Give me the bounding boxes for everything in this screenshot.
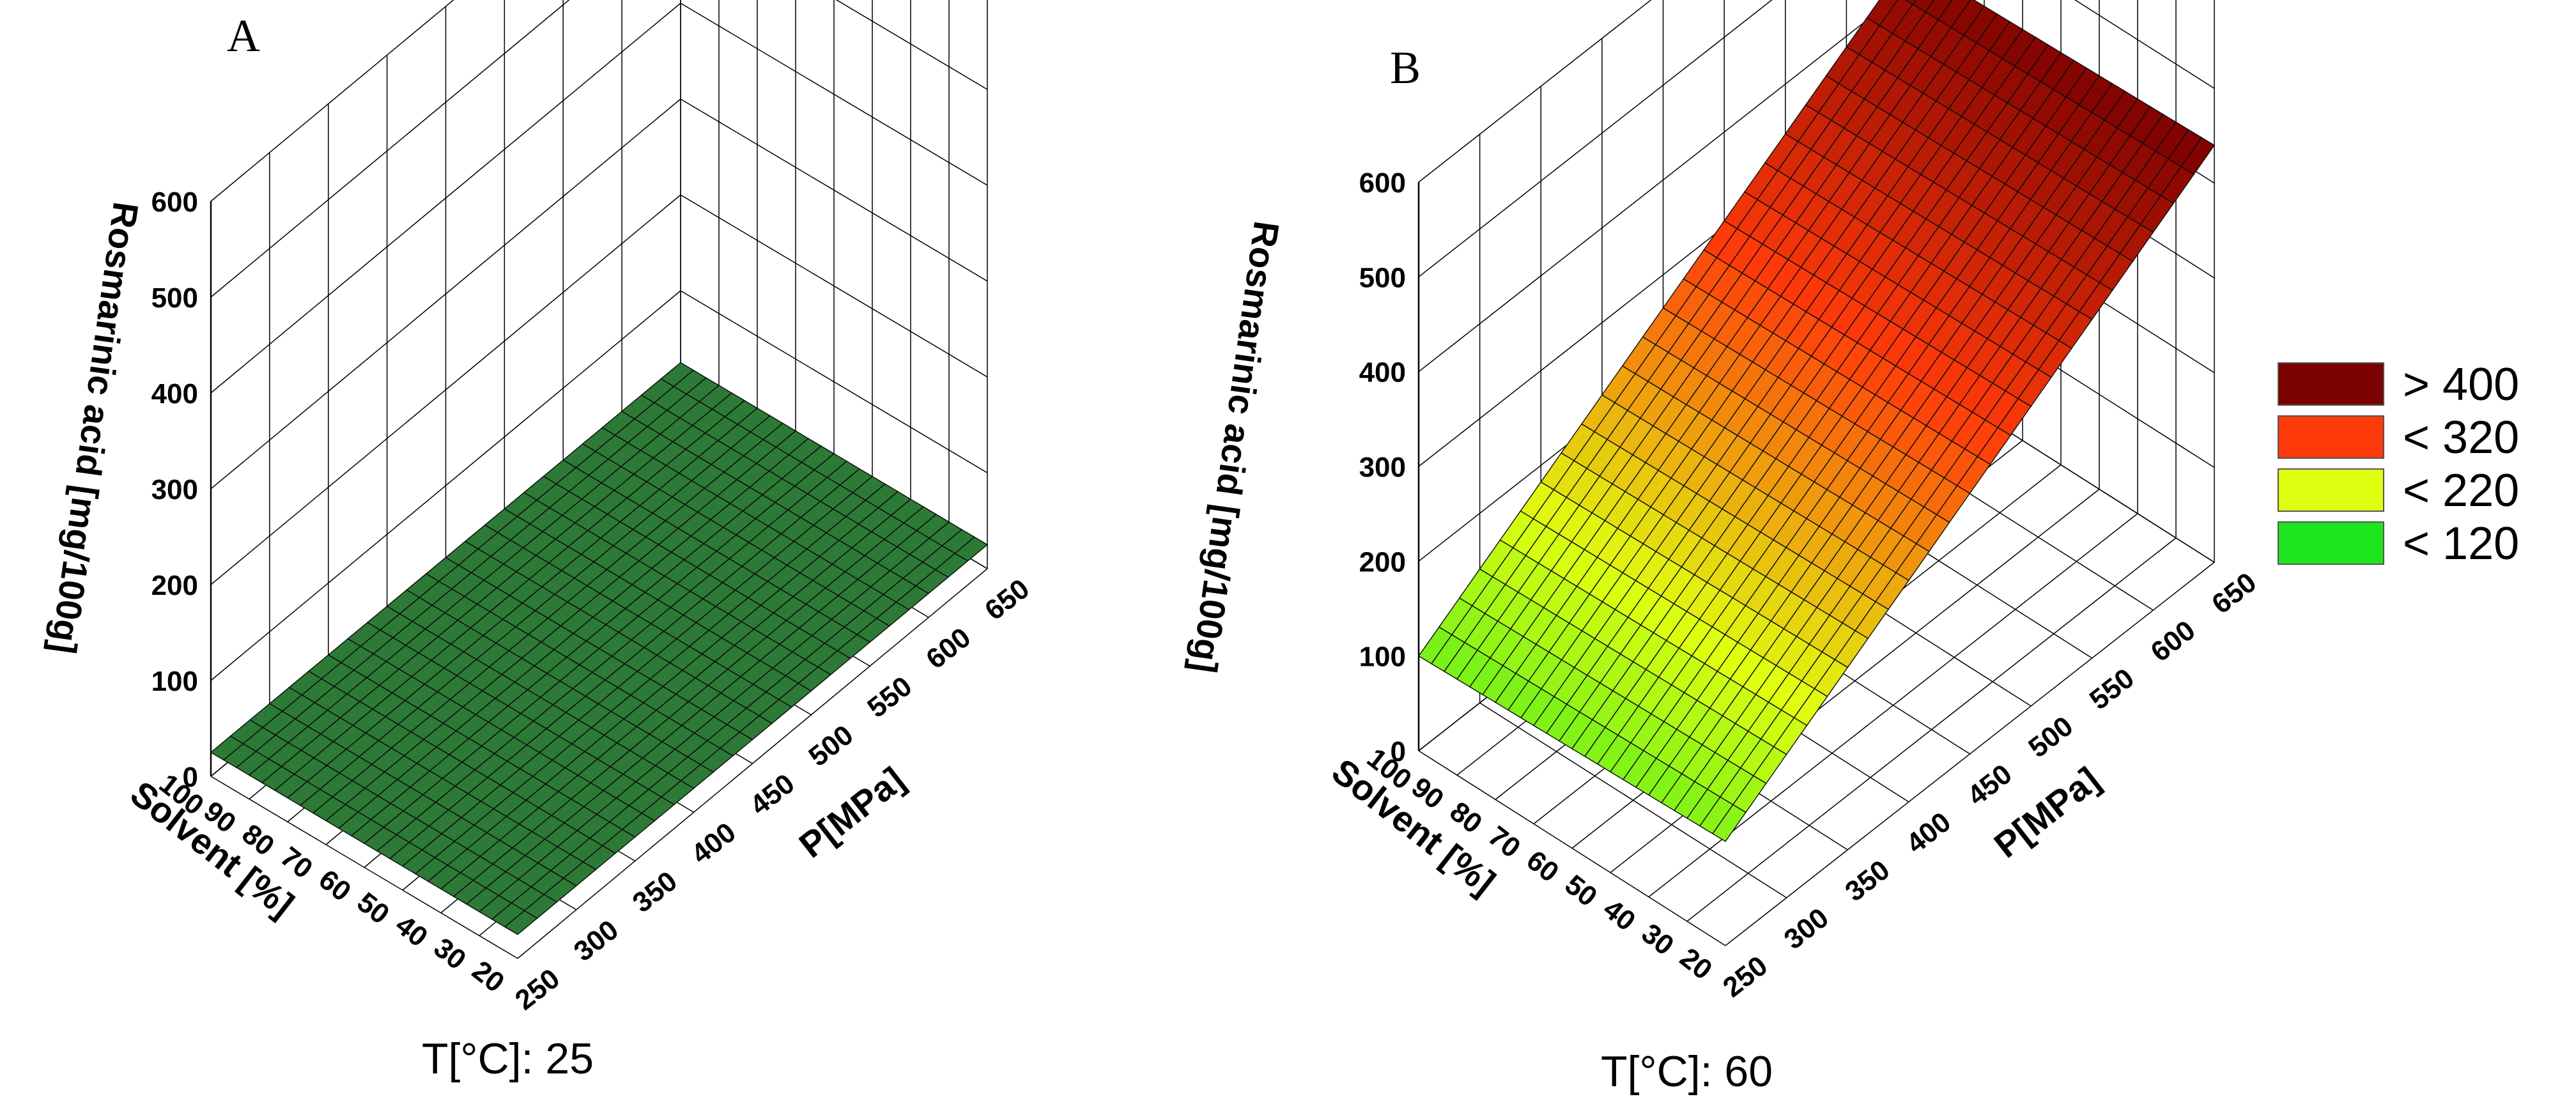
panel-label-b: B [1390, 42, 1421, 93]
panel-a-z-axis-title: Rosmarinic acid [mg/100g] [43, 199, 146, 656]
legend-swatch-3 [2278, 521, 2384, 565]
y-tick-label: 20 [1674, 942, 1718, 986]
wall-grid-line [1418, 0, 1893, 373]
x-tick-label: 600 [920, 622, 976, 675]
y-tick-label: 40 [1598, 893, 1642, 937]
x-tick-label: 550 [861, 670, 918, 724]
x-tick-label: 300 [568, 914, 624, 967]
x-tick-label: 300 [1778, 902, 1835, 956]
legend: > 400 < 320 < 220 < 120 [2278, 359, 2519, 569]
x-tick-label: 650 [979, 573, 1035, 627]
z-tick-label: 400 [1359, 357, 1406, 388]
x-tick-label: 250 [509, 963, 566, 1017]
y-tick-label: 30 [428, 932, 472, 976]
y-tick-label: 50 [351, 886, 396, 930]
z-tick-label: 300 [1359, 452, 1406, 483]
panel-a-surface [210, 362, 989, 935]
surface-cell [1866, 0, 1899, 26]
x-tick-label: 500 [803, 719, 859, 772]
surface-cell [2180, 137, 2216, 175]
floor-grid-line [1725, 562, 2215, 946]
wall-grid-line [1418, 0, 1652, 183]
x-tick-label: 500 [2023, 711, 2079, 764]
x-tick-label: 350 [1839, 854, 1895, 908]
panel-b-caption: T[°C]: 60 [1601, 1047, 1773, 1096]
wall-grid-line [210, 194, 681, 585]
z-tick-label: 500 [1359, 262, 1406, 293]
panel-label-a: A [227, 10, 260, 61]
x-tick-label: 400 [686, 817, 742, 870]
x-tick-label: 450 [744, 768, 801, 822]
y-tick-label: 30 [1636, 918, 1680, 962]
x-tick-label: 600 [2145, 615, 2201, 668]
y-tick-label: 50 [1559, 869, 1603, 913]
surface-cell [954, 536, 989, 562]
x-tick-label: 550 [2084, 663, 2140, 716]
floor-grid-line [517, 568, 988, 959]
x-tick-label: 650 [2206, 567, 2262, 620]
chart-panel-a: A 01002003004005006002030405060708090100… [43, 0, 1035, 1083]
y-tick-label: 40 [390, 909, 434, 953]
x-tick-label: 350 [627, 865, 683, 919]
y-tick-label: 60 [1521, 845, 1565, 889]
wall-grid-line [210, 0, 454, 202]
surface-cell [1912, 0, 1935, 13]
z-tick-label: 600 [1359, 167, 1406, 199]
panel-a-y-axis-title: Solvent [%] [123, 773, 302, 925]
y-tick-label: 70 [1483, 820, 1527, 865]
z-tick-label: 200 [151, 570, 198, 601]
z-tick-label: 0 [1391, 736, 1406, 767]
wall-grid-line [210, 98, 681, 489]
x-tick-label: 250 [1717, 950, 1773, 1004]
y-tick-label: 20 [467, 955, 511, 999]
wall-grid-line [210, 3, 681, 394]
legend-label-0: > 400 [2403, 359, 2519, 410]
wall-grid-line [680, 3, 988, 186]
floor-grid-line [1686, 537, 2177, 922]
legend-label-2: < 220 [2403, 465, 2519, 516]
z-tick-label: 200 [1359, 546, 1406, 578]
z-tick-label: 100 [1359, 642, 1406, 673]
z-tick-label: 500 [151, 282, 198, 314]
wall-grid-line [835, 0, 988, 90]
wall-grid-line [680, 290, 988, 473]
surface-cell [1938, 0, 1971, 28]
x-tick-label: 400 [1901, 806, 1957, 860]
legend-swatch-0 [2278, 362, 2384, 406]
wall-grid-line [1418, 0, 1773, 277]
legend-label-3: < 120 [2403, 518, 2519, 569]
z-tick-label: 400 [151, 378, 198, 410]
panel-a-x-axis-title: P[MPa] [792, 759, 912, 865]
z-tick-label: 300 [151, 474, 198, 505]
y-tick-label: 60 [313, 864, 357, 908]
wall-grid-line [2074, 0, 2215, 89]
panel-b-surface [1417, 0, 2216, 842]
wall-grid-line [210, 0, 570, 298]
panel-b-z-axis-title: Rosmarinic acid [mg/100g] [1184, 219, 1287, 675]
z-tick-label: 100 [151, 666, 198, 697]
wall-grid-line [680, 194, 988, 378]
z-tick-label: 0 [183, 762, 198, 793]
wall-grid-line [210, 290, 681, 681]
legend-swatch-2 [2278, 468, 2384, 512]
panel-a-caption: T[°C]: 25 [422, 1034, 594, 1083]
surface-cell [1925, 0, 1953, 20]
legend-swatch-1 [2278, 415, 2384, 459]
wall-grid-line [680, 98, 988, 282]
chart-panel-b: B 01002003004005006002030405060708090100… [1184, 0, 2262, 1096]
z-tick-label: 600 [151, 187, 198, 218]
x-tick-label: 450 [1962, 758, 2018, 812]
legend-label-1: < 320 [2403, 412, 2519, 463]
